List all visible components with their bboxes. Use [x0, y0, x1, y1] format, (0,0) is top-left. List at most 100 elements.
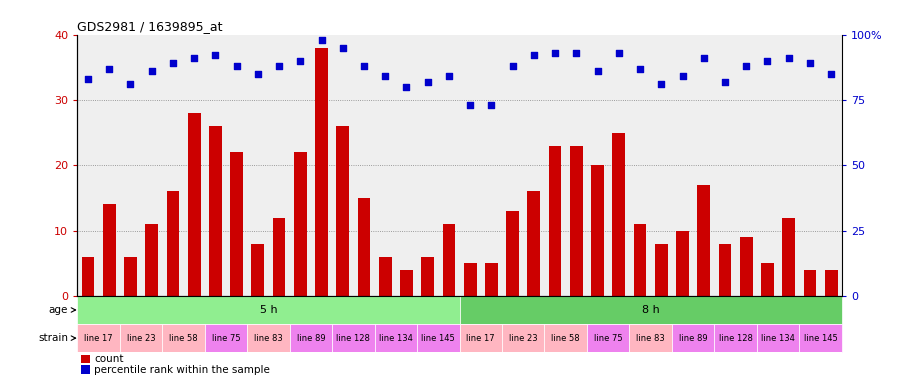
Bar [442, 224, 455, 296]
Bar [630, 324, 672, 352]
Point [696, 55, 711, 61]
Point [166, 60, 180, 66]
Text: line 17: line 17 [85, 334, 113, 343]
Point [612, 50, 626, 56]
Text: percentile rank within the sample: percentile rank within the sample [94, 365, 270, 375]
Bar [146, 224, 158, 296]
Bar [672, 324, 714, 352]
Point [484, 102, 499, 108]
Text: line 75: line 75 [212, 334, 240, 343]
Point [208, 52, 223, 58]
Text: line 23: line 23 [509, 334, 538, 343]
Text: line 75: line 75 [594, 334, 622, 343]
Bar [761, 263, 774, 296]
Bar [633, 224, 646, 296]
Bar [757, 324, 799, 352]
Point [187, 55, 201, 61]
Point [463, 102, 478, 108]
Bar [167, 191, 179, 296]
Bar [799, 324, 842, 352]
Bar [77, 296, 460, 324]
Bar [120, 324, 162, 352]
Point [718, 79, 733, 85]
Bar [248, 324, 289, 352]
Point [378, 73, 392, 79]
Bar [549, 146, 561, 296]
Text: line 89: line 89 [297, 334, 325, 343]
Bar [544, 324, 587, 352]
Text: line 58: line 58 [169, 334, 197, 343]
Bar [379, 257, 391, 296]
Bar [375, 324, 417, 352]
Bar [570, 146, 582, 296]
Text: line 83: line 83 [636, 334, 665, 343]
Bar [460, 296, 842, 324]
Bar [205, 324, 248, 352]
Bar [714, 324, 757, 352]
Point [760, 58, 774, 64]
Point [336, 45, 350, 51]
Point [505, 63, 520, 69]
Point [314, 37, 329, 43]
Text: 8 h: 8 h [642, 305, 660, 315]
Text: line 145: line 145 [804, 334, 837, 343]
Text: line 128: line 128 [719, 334, 753, 343]
Point [399, 84, 414, 90]
Point [803, 60, 817, 66]
Point [293, 58, 308, 64]
Point [272, 63, 287, 69]
Point [229, 63, 244, 69]
Bar [337, 126, 349, 296]
Point [250, 71, 265, 77]
Bar [273, 217, 286, 296]
Bar [81, 354, 90, 363]
Bar [804, 270, 816, 296]
Bar [506, 211, 519, 296]
Text: line 83: line 83 [254, 334, 283, 343]
Bar [464, 263, 477, 296]
Point [420, 79, 435, 85]
Text: GDS2981 / 1639895_at: GDS2981 / 1639895_at [77, 20, 223, 33]
Point [527, 52, 541, 58]
Bar [697, 185, 710, 296]
Bar [289, 324, 332, 352]
Text: line 145: line 145 [421, 334, 455, 343]
Bar [77, 324, 120, 352]
Bar [719, 243, 732, 296]
Point [591, 68, 605, 74]
Bar [676, 230, 689, 296]
Bar [187, 113, 200, 296]
Bar [421, 257, 434, 296]
Point [81, 76, 96, 82]
Bar [332, 324, 375, 352]
Point [739, 63, 753, 69]
Text: line 58: line 58 [551, 334, 580, 343]
Bar [740, 237, 753, 296]
Bar [162, 324, 205, 352]
Point [441, 73, 456, 79]
Text: 5 h: 5 h [259, 305, 278, 315]
Bar [417, 324, 460, 352]
Point [675, 73, 690, 79]
Bar [81, 366, 90, 374]
Point [824, 71, 838, 77]
Point [548, 50, 562, 56]
Text: line 134: line 134 [761, 334, 795, 343]
Bar [783, 217, 795, 296]
Bar [485, 263, 498, 296]
Point [632, 65, 647, 71]
Text: age: age [49, 305, 68, 315]
Point [569, 50, 583, 56]
Bar [528, 191, 541, 296]
Bar [82, 257, 95, 296]
Text: strain: strain [38, 333, 68, 343]
Bar [103, 204, 116, 296]
Point [145, 68, 159, 74]
Bar [592, 165, 604, 296]
Point [654, 81, 669, 87]
Text: line 128: line 128 [337, 334, 370, 343]
Bar [587, 324, 630, 352]
Bar [124, 257, 136, 296]
Text: count: count [94, 354, 124, 364]
Point [357, 63, 371, 69]
